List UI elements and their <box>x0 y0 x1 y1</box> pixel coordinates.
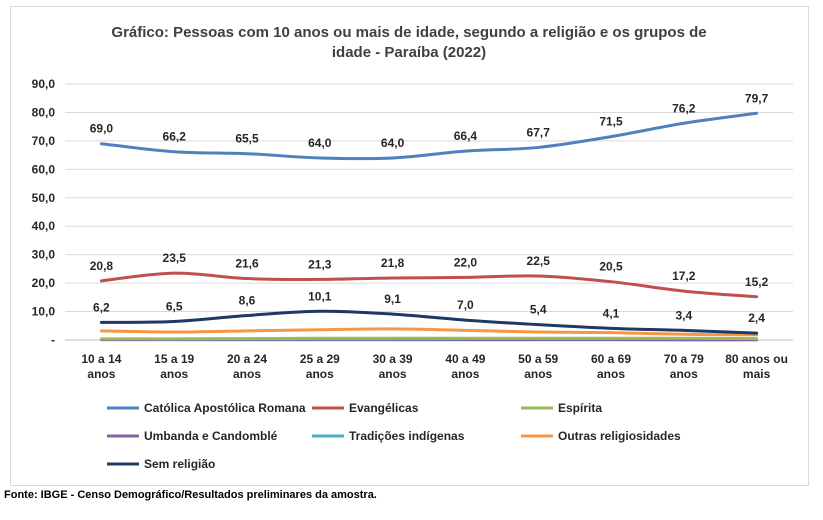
data-labels: 6,2 6,5 8,6 10,1 9,1 7,0 5,4 4,1 3,4 2,4 20,8 23,5 2… <box>90 91 769 325</box>
data-label: 64,0 <box>308 136 332 150</box>
series-line <box>99 327 759 337</box>
data-label: 21,8 <box>381 256 405 270</box>
data-label: 3,4 <box>675 308 692 322</box>
legend-label: Sem religião <box>144 457 215 471</box>
source-note: Fonte: IBGE - Censo Demográfico/Resultad… <box>4 489 377 501</box>
x-tick-label: 60 a 69 <box>591 352 631 366</box>
data-label: 66,4 <box>454 129 478 143</box>
data-label: 22,0 <box>454 255 478 269</box>
data-label: 9,1 <box>384 292 401 306</box>
y-tick-label: 80,0 <box>32 105 56 119</box>
x-tick-label: 80 anos ou <box>725 352 788 366</box>
data-label: 20,8 <box>90 259 114 273</box>
x-tick-label: 15 a 19 <box>154 352 194 366</box>
data-label: 65,5 <box>235 132 259 146</box>
x-tick-label: 70 a 79 <box>664 352 704 366</box>
gridlines <box>65 83 793 341</box>
data-label: 64,0 <box>381 136 405 150</box>
series-line <box>99 271 759 299</box>
y-tick-label: 40,0 <box>32 219 56 233</box>
data-label: 5,4 <box>530 303 547 317</box>
data-label: 67,7 <box>527 125 551 139</box>
data-label: 20,5 <box>599 260 623 274</box>
x-tick-label: anos <box>306 367 334 381</box>
data-label: 69,0 <box>90 122 114 136</box>
data-label: 23,5 <box>163 251 187 265</box>
x-tick-label: 25 a 29 <box>300 352 340 366</box>
x-tick-label: 10 a 14 <box>81 352 121 366</box>
data-label: 66,2 <box>163 130 187 144</box>
chart-title-line: Gráfico: Pessoas com 10 anos ou mais de … <box>111 24 706 41</box>
series-line <box>99 336 759 341</box>
x-tick-label: 30 a 39 <box>373 352 413 366</box>
data-label: 21,3 <box>308 257 332 271</box>
data-label: 79,7 <box>745 91 769 105</box>
y-tick-label: 90,0 <box>32 77 56 91</box>
y-tick-label: 60,0 <box>32 162 56 176</box>
data-label: 22,5 <box>527 254 551 268</box>
line-chart: Gráfico: Pessoas com 10 anos ou mais de … <box>32 24 793 471</box>
data-label: 4,1 <box>603 306 620 320</box>
legend-label: Umbanda e Candomblé <box>144 429 278 443</box>
series-lines <box>99 111 759 342</box>
x-tick-label: anos <box>597 367 625 381</box>
data-label: 2,4 <box>748 311 765 325</box>
chart-area: Gráfico: Pessoas com 10 anos ou mais de … <box>10 6 809 486</box>
series-line <box>99 309 759 335</box>
y-tick-label: 50,0 <box>32 191 56 205</box>
y-tick-label: 70,0 <box>32 134 56 148</box>
y-tick-label: 10,0 <box>32 305 56 319</box>
data-label: 8,6 <box>239 294 256 308</box>
legend-label: Espírita <box>558 401 602 415</box>
x-tick-label: mais <box>743 367 771 381</box>
x-tick-label: anos <box>233 367 261 381</box>
x-tick-label: 20 a 24 <box>227 352 267 366</box>
legend-label: Católica Apostólica Romana <box>144 401 306 415</box>
y-tick-label: 30,0 <box>32 248 56 262</box>
legend-label: Tradições indígenas <box>349 429 465 443</box>
data-label: 7,0 <box>457 298 474 312</box>
x-tick-label: anos <box>87 367 115 381</box>
data-label: 6,5 <box>166 300 183 314</box>
y-tick-label: - <box>51 333 55 347</box>
x-tick-label: anos <box>451 367 479 381</box>
data-label: 15,2 <box>745 275 769 289</box>
data-label: 21,6 <box>235 257 259 271</box>
legend: Católica Apostólica Romana Evangélicas Esp… <box>107 401 681 471</box>
data-label: 76,2 <box>672 101 696 115</box>
x-tick-label: anos <box>670 367 698 381</box>
y-axis-ticks: - 10,0 20,0 30,0 40,0 50,0 60,0 70,0 80,0 90,0 <box>32 77 56 347</box>
chart-title-line: idade - Paraíba (2022) <box>332 44 486 61</box>
data-label: 71,5 <box>599 115 623 129</box>
series-line <box>99 111 759 161</box>
data-label: 10,1 <box>308 289 332 303</box>
legend-label: Evangélicas <box>349 401 419 415</box>
legend-label: Outras religiosidades <box>558 429 681 443</box>
x-tick-label: 40 a 49 <box>445 352 485 366</box>
data-label: 6,2 <box>93 300 110 314</box>
x-tick-label: anos <box>524 367 552 381</box>
x-tick-label: anos <box>379 367 407 381</box>
y-tick-label: 20,0 <box>32 276 56 290</box>
data-label: 17,2 <box>672 269 696 283</box>
x-tick-label: anos <box>160 367 188 381</box>
x-tick-label: 50 a 59 <box>518 352 558 366</box>
chart-title: Gráfico: Pessoas com 10 anos ou mais de … <box>111 24 706 61</box>
